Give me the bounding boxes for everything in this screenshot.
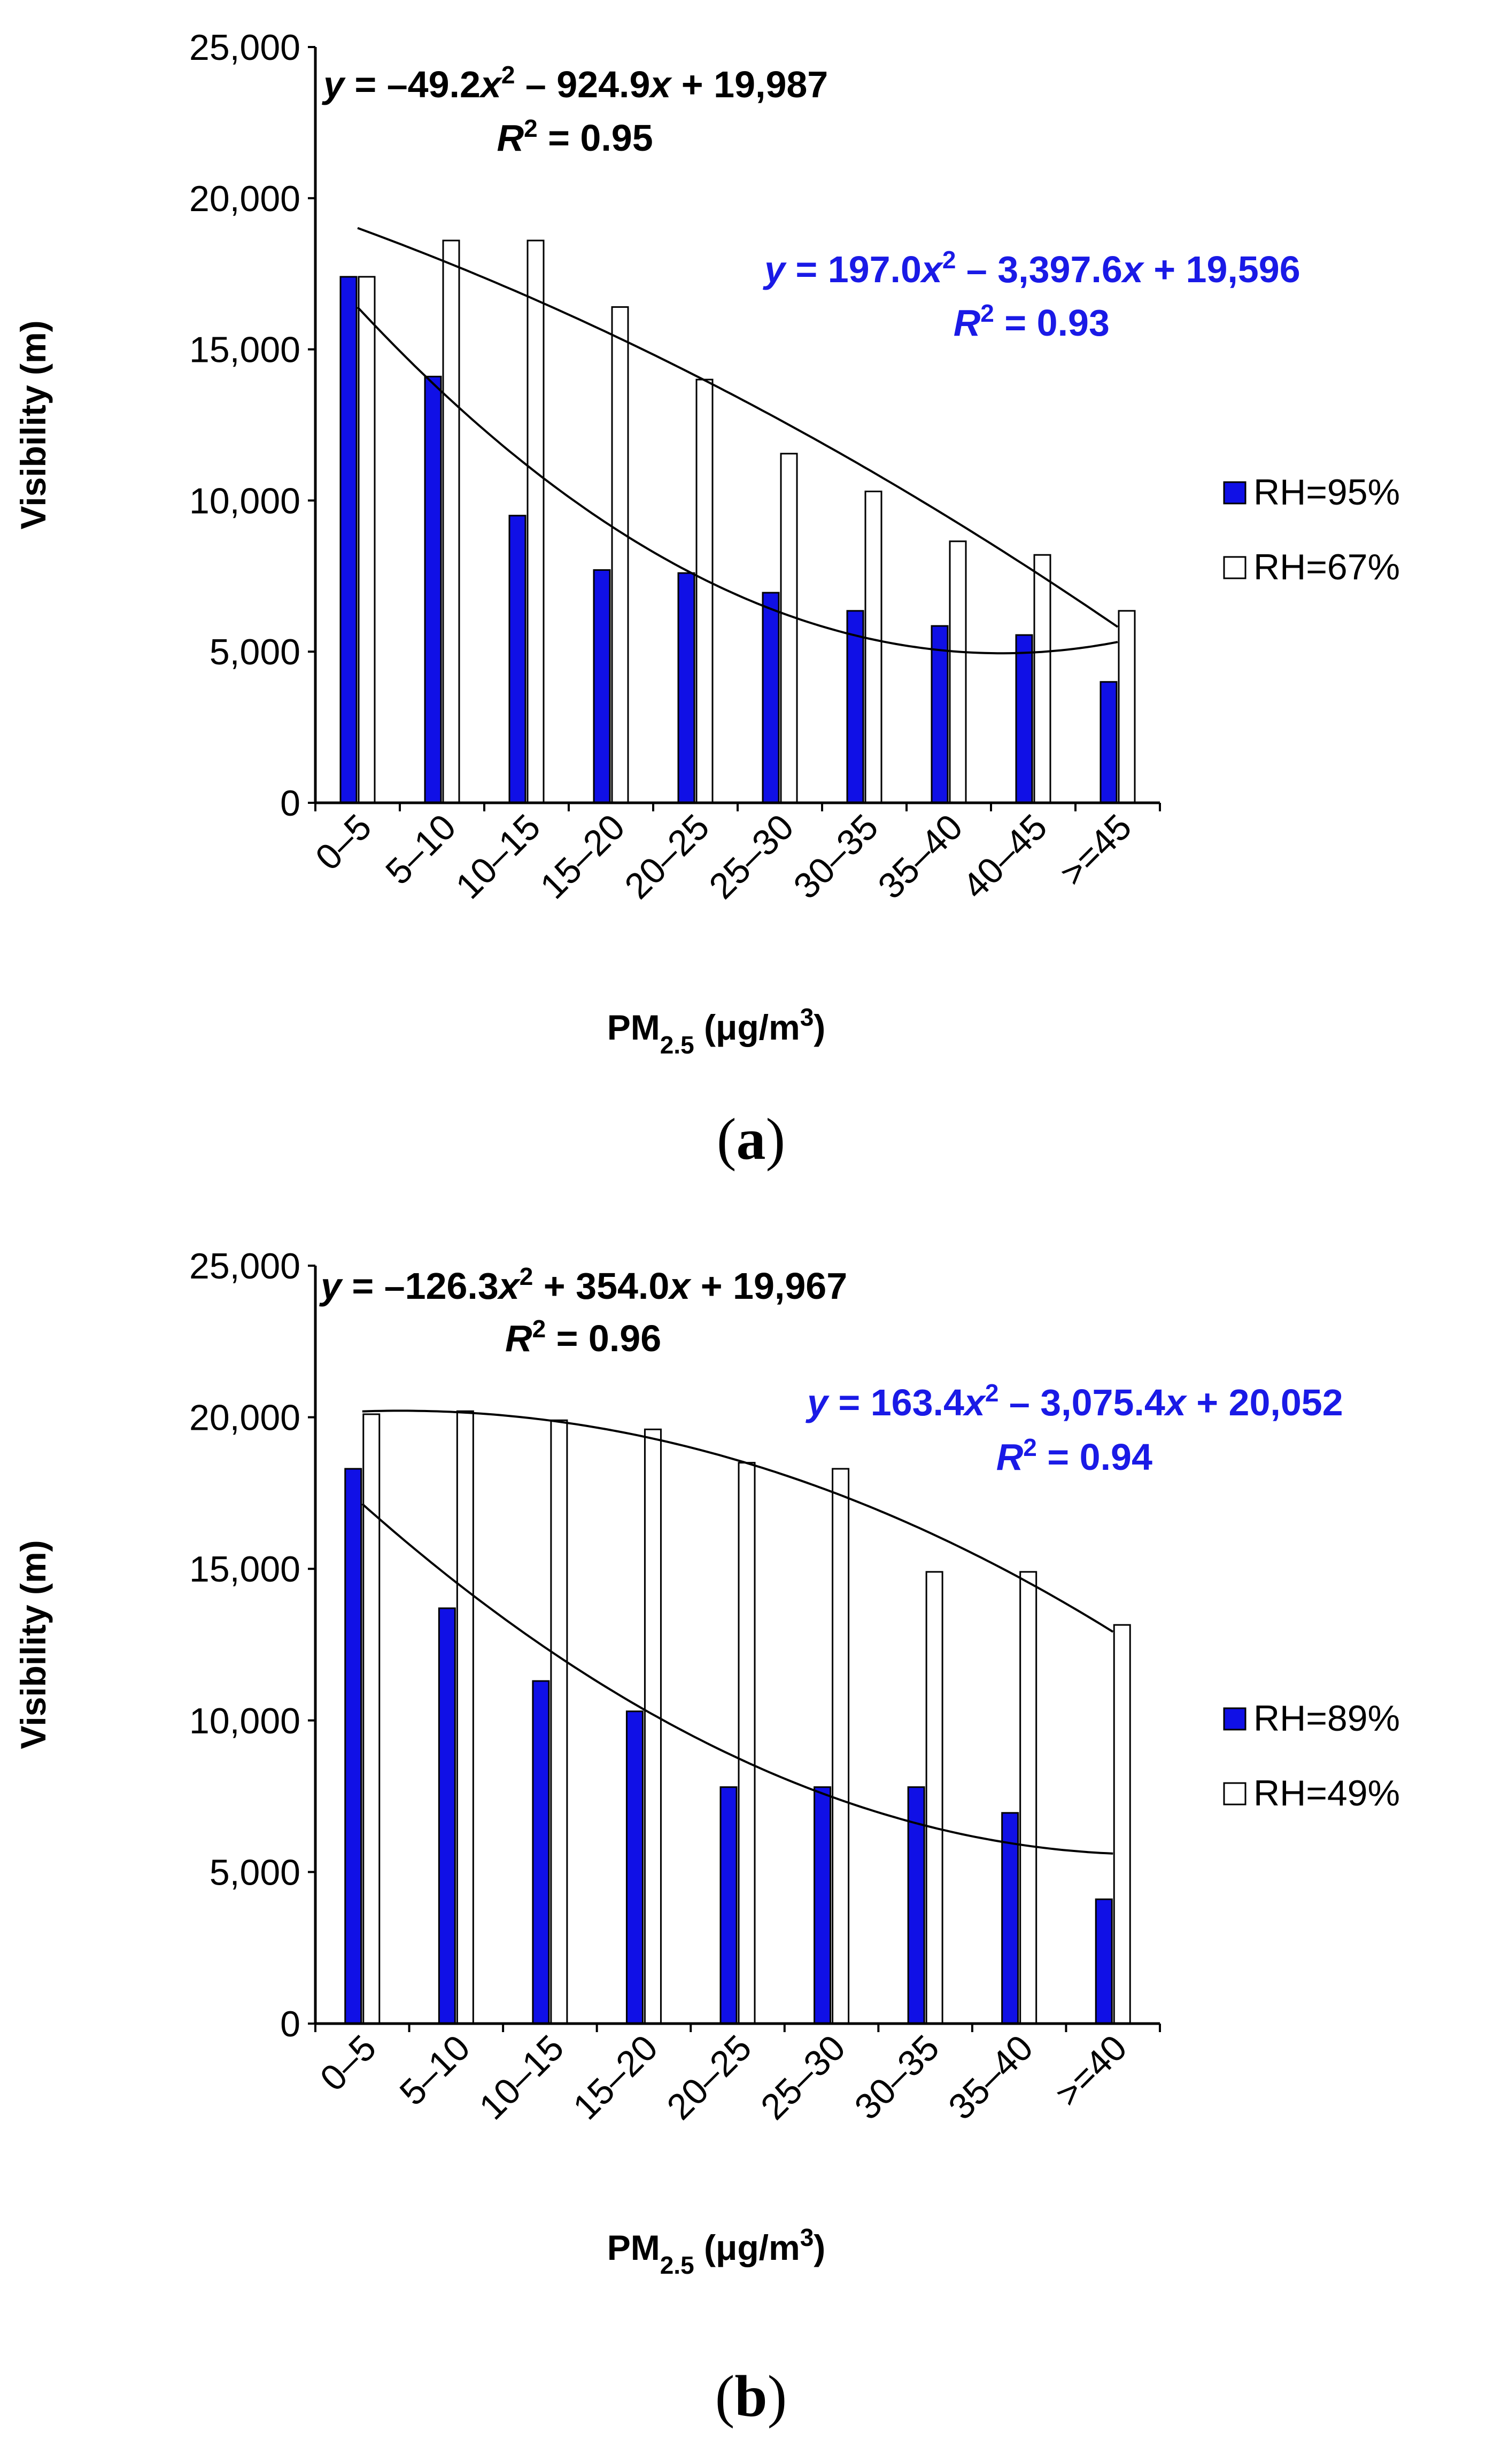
- x-tick-label: 0–5: [308, 807, 380, 878]
- bar-rh49-3: [644, 1428, 662, 2025]
- bar-rh89-3: [625, 1710, 644, 2025]
- y-axis-title: Visibility (m): [13, 320, 53, 529]
- bar-rh67-9: [1118, 610, 1136, 804]
- bar-rh95-5: [762, 592, 780, 804]
- legend-swatch-rh95: [1223, 481, 1246, 505]
- x-tick-label: >=45: [1052, 807, 1139, 894]
- legend-label-rh89: RH=89%: [1253, 1698, 1400, 1739]
- bar-rh67-8: [1033, 554, 1051, 804]
- blue-trend-r-squared: R2 = 0.93: [954, 299, 1110, 344]
- bar-rh49-1: [456, 1410, 474, 2025]
- y-tick-label: 15,000: [189, 330, 300, 370]
- bar-rh67-2: [527, 239, 545, 804]
- legend-swatch-rh89: [1223, 1707, 1246, 1731]
- legend-label-rh95: RH=95%: [1253, 472, 1400, 513]
- legend-swatch-rh67: [1223, 556, 1246, 579]
- black-trend-equation: y = –49.2x2 – 924.9x + 19,987: [322, 61, 828, 105]
- x-tick-label: 25–30: [753, 2027, 853, 2127]
- trendline-rh95: [357, 306, 1118, 655]
- x-tick-label: 30–35: [847, 2027, 947, 2127]
- bar-rh89-2: [532, 1680, 550, 2025]
- y-axis-title: Visibility (m): [13, 1540, 53, 1749]
- panel-label: (a): [717, 1106, 785, 1172]
- x-tick-label: 20–25: [617, 807, 717, 906]
- bar-rh67-1: [442, 239, 460, 804]
- bar-rh89-4: [719, 1786, 738, 2025]
- x-tick-label: >=40: [1047, 2027, 1134, 2114]
- y-tick-label: 10,000: [189, 1701, 300, 1741]
- bar-rh89-1: [438, 1607, 456, 2025]
- bar-rh95-3: [593, 569, 611, 804]
- bar-rh49-5: [832, 1468, 850, 2025]
- trendline-rh49: [362, 1409, 1114, 1633]
- bar-rh49-8: [1113, 1624, 1131, 2025]
- blue-trend-equation: y = 197.0x2 – 3,397.6x + 19,596: [763, 246, 1300, 290]
- x-tick-label: 15–20: [532, 807, 632, 906]
- bar-rh67-5: [780, 453, 798, 804]
- x-tick-label: 30–35: [786, 807, 886, 906]
- chart-panel-b: 0 5,000 10,000 15,000 20,000 25,000 0–5 5–1010–…: [13, 1246, 1400, 2429]
- blue-trend-equation: y = 163.4x2 – 3,075.4x + 20,052: [806, 1379, 1343, 1423]
- bar-rh95-1: [424, 376, 442, 804]
- black-trend-r-squared: R2 = 0.95: [497, 114, 653, 159]
- bar-rh89-0: [344, 1468, 362, 2025]
- bar-rh89-6: [907, 1786, 925, 2025]
- x-tick-label: 10–15: [448, 807, 548, 906]
- x-tick-label: 35–40: [870, 807, 970, 906]
- bar-rh67-0: [358, 276, 376, 804]
- y-tick-label: 5,000: [210, 1852, 300, 1893]
- x-tick-label: 5–10: [392, 2027, 478, 2113]
- y-tick-label: 15,000: [189, 1549, 300, 1590]
- bar-rh95-4: [677, 572, 695, 804]
- x-tick-label: 10–15: [471, 2027, 571, 2127]
- bar-rh67-4: [695, 378, 714, 804]
- x-tick-label: 35–40: [941, 2027, 1041, 2127]
- chart-panel-a: 05,00010,00015,00020,00025,0000–55–1010–…: [13, 27, 1400, 1172]
- bar-rh95-9: [1100, 681, 1118, 804]
- legend-swatch-rh49: [1223, 1782, 1246, 1806]
- y-tick-label: 25,000: [189, 1246, 300, 1287]
- y-tick-label: 0: [280, 783, 300, 824]
- bar-rh49-7: [1019, 1571, 1038, 2025]
- x-axis-title: PM2.5 (μg/m3): [607, 2223, 826, 2279]
- bar-rh49-2: [550, 1419, 568, 2025]
- trendline-rh67: [357, 227, 1119, 628]
- y-tick-label: 20,000: [189, 179, 300, 219]
- bar-rh67-3: [611, 306, 629, 804]
- x-tick-label: 0–5: [312, 2027, 384, 2099]
- panel-label: (b): [715, 2364, 787, 2429]
- bar-rh89-8: [1095, 1898, 1113, 2025]
- bar-rh95-7: [931, 625, 949, 804]
- x-tick-label: 15–20: [566, 2027, 665, 2127]
- bar-rh67-6: [864, 490, 882, 804]
- bar-rh89-7: [1001, 1812, 1019, 2025]
- trendline-rh89: [361, 1503, 1113, 1855]
- bar-rh49-6: [925, 1571, 943, 2025]
- x-tick-label: 20–25: [659, 2027, 759, 2127]
- y-tick-label: 20,000: [189, 1398, 300, 1438]
- x-tick-label: 40–45: [955, 807, 1055, 906]
- y-tick-label: 5,000: [210, 632, 300, 672]
- bar-rh95-8: [1015, 634, 1033, 804]
- bar-rh95-2: [508, 515, 527, 804]
- black-trend-equation: y = –126.3x2 + 354.0x + 19,967: [319, 1262, 847, 1307]
- bar-rh95-0: [339, 276, 358, 804]
- y-tick-label: 10,000: [189, 481, 300, 521]
- legend-label-rh67: RH=67%: [1253, 547, 1400, 587]
- bar-rh95-6: [846, 610, 864, 804]
- y-tick-label: 25,000: [189, 27, 300, 68]
- x-tick-label: 25–30: [701, 807, 801, 906]
- bar-rh49-4: [738, 1462, 756, 2025]
- blue-trend-r-squared: R2 = 0.94: [996, 1434, 1152, 1478]
- bar-rh89-5: [814, 1786, 832, 2025]
- y-tick-label: 0: [280, 2004, 300, 2044]
- bar-rh67-7: [949, 540, 967, 804]
- black-trend-r-squared: R2 = 0.96: [505, 1315, 661, 1359]
- x-axis-title: PM2.5 (μg/m3): [607, 1003, 826, 1059]
- legend-label-rh49: RH=49%: [1253, 1773, 1400, 1814]
